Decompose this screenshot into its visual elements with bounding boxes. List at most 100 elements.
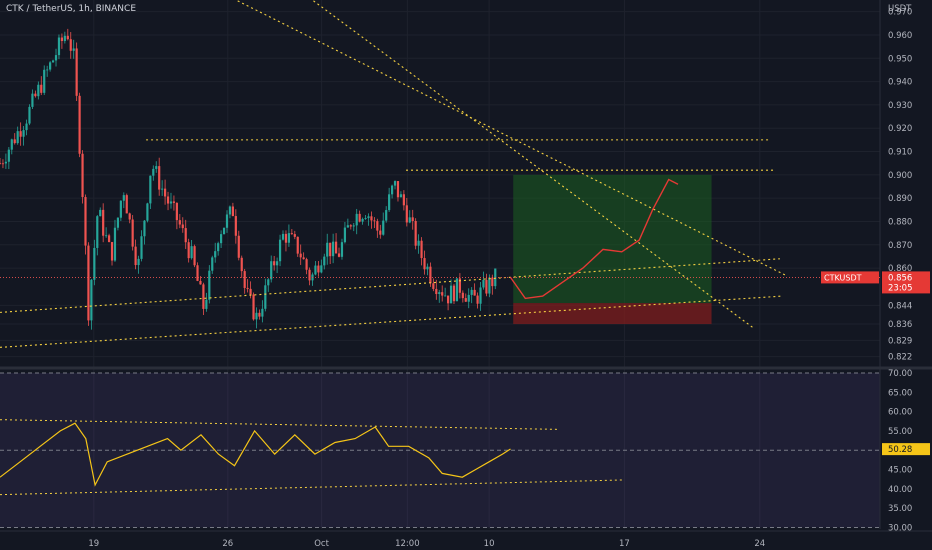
candle-body — [161, 188, 164, 190]
trendline-ascending-support — [0, 295, 783, 348]
candle-body — [163, 188, 167, 197]
countdown-label: 23:05 — [888, 283, 913, 293]
candle-body — [217, 243, 220, 252]
candle-body — [125, 195, 128, 214]
candlestick-series — [0, 28, 497, 330]
candle-body — [237, 235, 240, 258]
candle-body — [346, 225, 349, 228]
price-tick-label: 0.910 — [888, 148, 912, 158]
candle-body — [452, 285, 456, 302]
candle-body — [432, 283, 435, 289]
candle-body — [317, 265, 320, 273]
price-tick-label: 0.960 — [888, 31, 912, 41]
candle-body — [323, 256, 326, 266]
rsi-tick-label: 60.00 — [888, 408, 912, 418]
candle-body — [228, 206, 232, 215]
candle-body — [405, 205, 408, 223]
candle-body — [99, 209, 102, 217]
candle-body — [128, 213, 131, 220]
time-tick-label: 24 — [754, 539, 765, 549]
candle-body — [411, 217, 414, 222]
candle-body — [181, 224, 184, 229]
candle-body — [423, 258, 426, 270]
candle-body — [10, 139, 13, 150]
candle-body — [205, 299, 208, 309]
time-tick-label: 17 — [619, 539, 630, 549]
candle-body — [225, 214, 229, 228]
candle-body — [28, 106, 31, 124]
candle-body — [293, 234, 296, 237]
candle-body — [166, 196, 170, 204]
candle-body — [414, 221, 417, 246]
candle-body — [84, 197, 87, 246]
candle-body — [273, 261, 276, 266]
price-tick-label: 0.940 — [888, 78, 912, 88]
candle-body — [470, 289, 473, 295]
candle-body — [367, 216, 370, 219]
candle-body — [208, 270, 211, 300]
candle-body — [255, 312, 258, 320]
long-position-box[interactable] — [513, 174, 712, 325]
time-tick-label: 12:00 — [395, 539, 420, 549]
candle-body — [302, 257, 305, 260]
candle-body — [37, 84, 40, 97]
candle-body — [352, 225, 355, 227]
candle-body — [261, 308, 264, 317]
candle-body — [214, 251, 217, 258]
projection-line — [509, 178, 679, 300]
price-tick-label: 0.822 — [888, 353, 912, 363]
candle-body — [385, 210, 388, 221]
candle-body — [231, 206, 234, 217]
candle-body — [390, 185, 394, 195]
candle-body — [349, 225, 352, 227]
candle-body — [202, 284, 205, 309]
candle-body — [16, 131, 19, 144]
candle-body — [22, 130, 25, 137]
rsi-indicator — [0, 419, 625, 496]
candle-body — [169, 201, 173, 204]
rsi-tick-label: 55.00 — [888, 427, 912, 437]
candle-body — [408, 217, 411, 223]
price-tick-label: 0.950 — [888, 54, 912, 64]
loss-zone — [513, 303, 712, 325]
candle-body — [435, 288, 438, 295]
rsi-tick-label: 35.00 — [888, 504, 912, 514]
candle-body — [4, 161, 7, 164]
candle-body — [308, 269, 311, 281]
candle-body — [172, 201, 176, 203]
price-tick-label: 0.880 — [888, 217, 912, 227]
price-tick-label: 0.844 — [888, 301, 912, 311]
profit-zone — [513, 174, 712, 304]
candle-body — [78, 95, 81, 154]
symbol-tag: CTKUSDT — [824, 273, 862, 282]
candle-body — [320, 265, 323, 273]
candle-body — [34, 93, 37, 97]
candle-body — [149, 175, 152, 204]
trendlines[interactable] — [0, 0, 786, 348]
rsi-tick-label: 65.00 — [888, 388, 912, 398]
candle-body — [102, 209, 105, 236]
rsi-band-fill — [0, 372, 880, 528]
candle-body — [184, 228, 187, 243]
candle-body — [393, 181, 397, 186]
candle-body — [370, 216, 373, 221]
candle-body — [178, 220, 181, 225]
currency-label: USDT — [888, 4, 912, 14]
candle-body — [258, 312, 261, 317]
candle-body — [137, 258, 140, 266]
candle-body — [0, 163, 2, 164]
time-tick-label: 10 — [484, 539, 495, 549]
candle-body — [69, 39, 72, 51]
candle-body — [13, 139, 16, 144]
candle-body — [340, 242, 344, 257]
candle-body — [284, 233, 288, 243]
candle-body — [105, 235, 108, 237]
candle-body — [75, 48, 78, 96]
candle-body — [113, 227, 117, 261]
candle-body — [420, 240, 423, 259]
candle-body — [143, 220, 146, 237]
candle-body — [246, 287, 249, 289]
candle-body — [140, 236, 143, 259]
